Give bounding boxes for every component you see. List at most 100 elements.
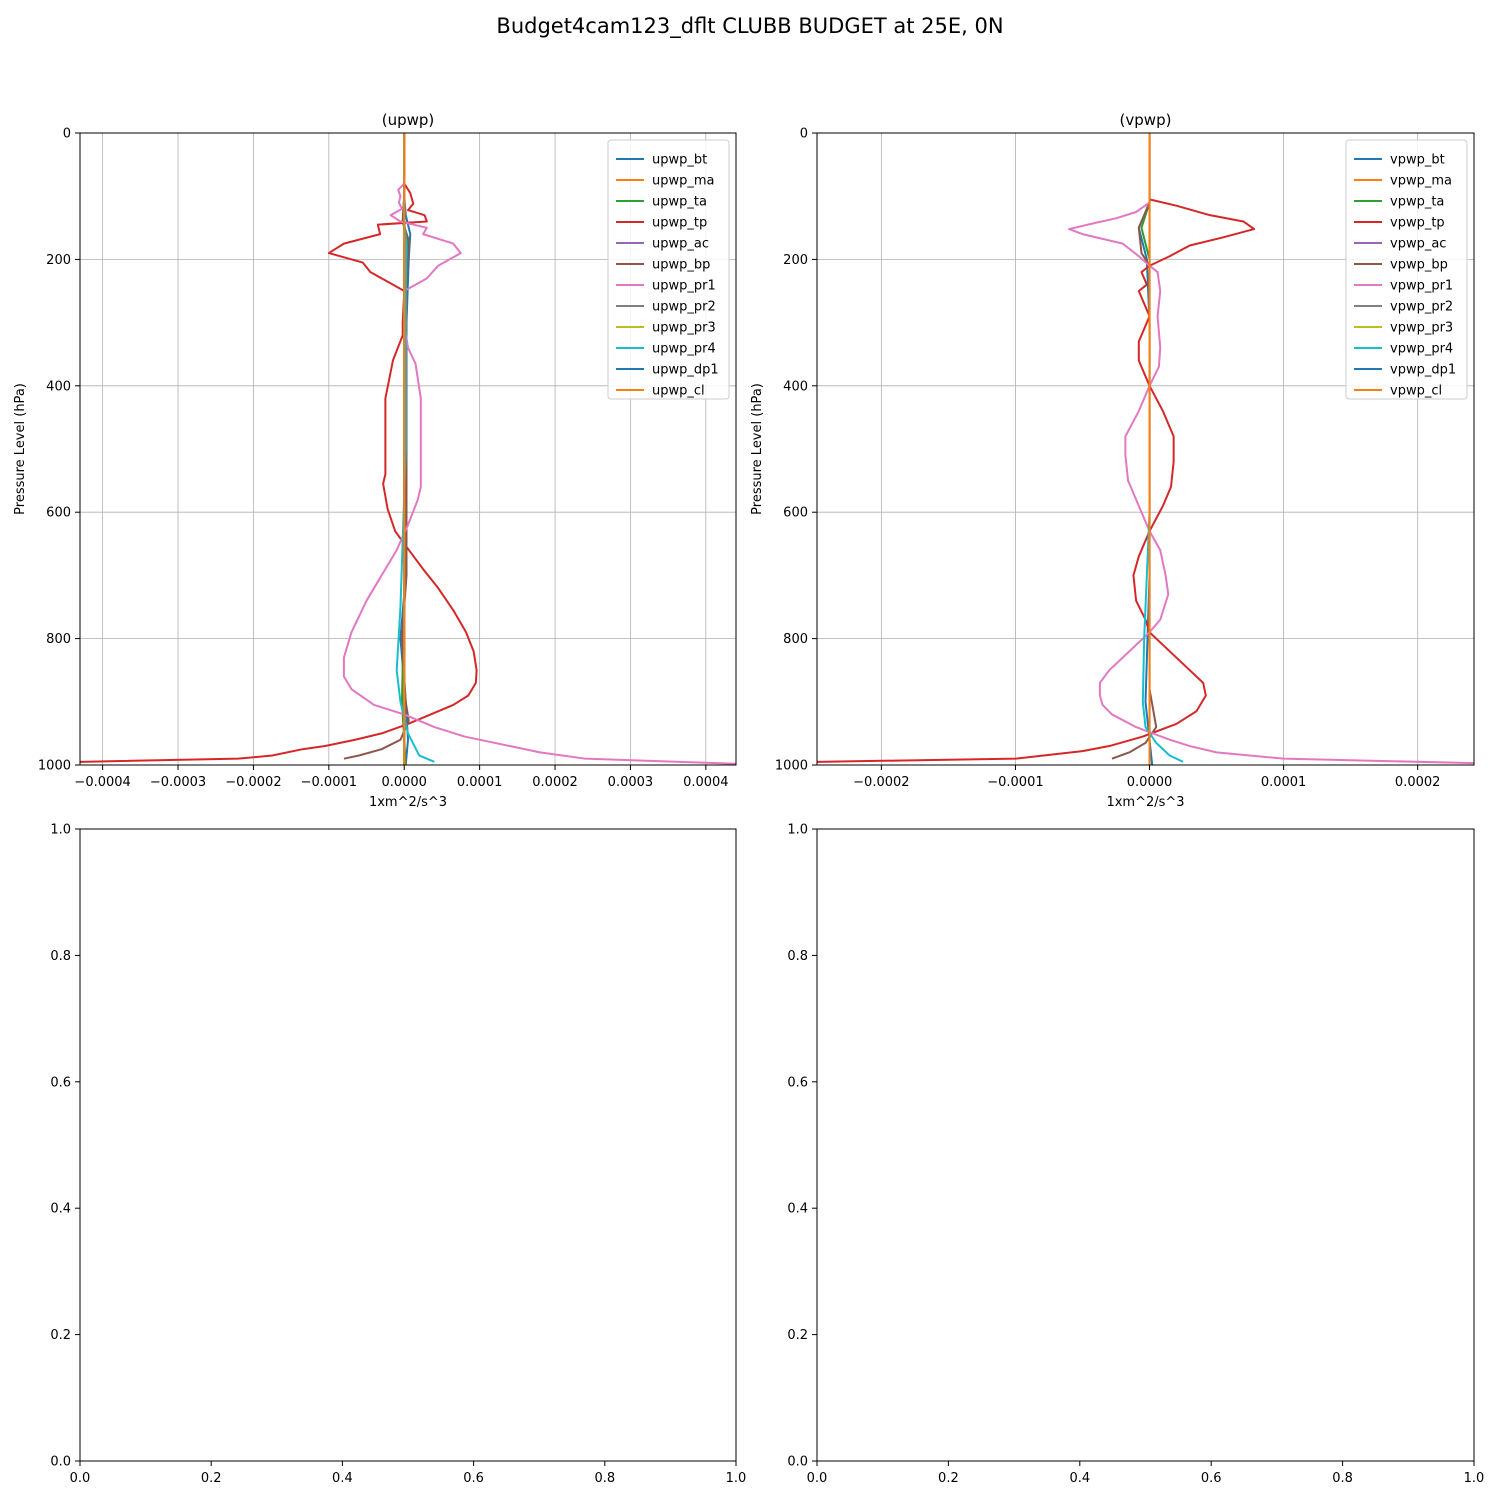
legend-entry: vpwp_pr4: [1390, 342, 1453, 357]
x-tick-label: 0.4: [332, 1471, 353, 1486]
series-line-vpwp_tp: [817, 133, 1256, 763]
y-tick-label: 0.0: [787, 1455, 808, 1470]
x-tick-label: 0.0002: [532, 775, 578, 790]
subplot-2: −0.0002 −0.0001 0.0000 0.0001 0.0002 0 200 400 6…: [750, 111, 1475, 810]
legend-entry: vpwp_pr2: [1390, 300, 1453, 315]
y-tick-label: 0.2: [50, 1328, 71, 1343]
legend-entry: vpwp_pr3: [1390, 321, 1453, 336]
y-tick-label: 800: [783, 632, 808, 647]
x-tick-label: −0.0002: [225, 775, 281, 790]
y-tick-label: 1000: [775, 759, 808, 774]
legend-entry: upwp_dp1: [652, 363, 719, 378]
y-tick-label: 0.8: [50, 949, 71, 964]
y-tick-label: 0.2: [787, 1328, 808, 1343]
subplot-title: (vpwp): [1120, 111, 1172, 129]
y-tick-label: 1.0: [787, 823, 808, 838]
x-tick-label: −0.0001: [301, 775, 357, 790]
y-tick-label: 200: [783, 253, 808, 268]
legend-entry: upwp_bt: [652, 153, 707, 168]
subplot-4: 0.0 0.2 0.4 0.6 0.8 1.0 0.0 0.2 0.4 0.6 0.8 1.0: [787, 823, 1484, 1487]
axes-frame: [816, 132, 1475, 766]
legend-entry: upwp_ma: [652, 174, 715, 189]
legend-entry: vpwp_ac: [1390, 237, 1446, 252]
legend-entry: upwp_pr4: [652, 342, 716, 357]
y-tick-label: 1.0: [50, 823, 71, 838]
x-tick-label: 0.6: [1201, 1471, 1222, 1486]
legend-entry: vpwp_bp: [1390, 258, 1448, 273]
x-tick-label: 0.0000: [381, 775, 427, 790]
subplot-3: 0.0 0.2 0.4 0.6 0.8 1.0 0.0 0.2 0.4 0.6 0.8 1.0: [50, 823, 746, 1487]
x-axis-label: 1xm^2/s^3: [369, 795, 447, 810]
x-tick-label: 0.2: [201, 1471, 222, 1486]
y-tick-label: 400: [783, 379, 808, 394]
legend-entry: vpwp_tp: [1390, 216, 1445, 231]
y-tick-label: 0.4: [787, 1202, 808, 1217]
legend-entry: vpwp_pr1: [1390, 279, 1453, 294]
legend-entry: upwp_cl: [652, 384, 705, 399]
y-tick-label: 400: [46, 379, 71, 394]
x-tick-label: −0.0004: [74, 775, 130, 790]
legend-entry: upwp_tp: [652, 216, 707, 231]
legend-entry: upwp_pr1: [652, 279, 716, 294]
figure-title: Budget4cam123_dflt CLUBB BUDGET at 25E, …: [496, 14, 1004, 38]
x-tick-label: −0.0003: [150, 775, 206, 790]
y-tick-label: 0.6: [787, 1075, 808, 1090]
x-tick-label: 1.0: [1464, 1471, 1485, 1486]
x-tick-label: 0.0000: [1127, 775, 1173, 790]
x-tick-label: 0.0001: [457, 775, 503, 790]
subplot-1: −0.0004 −0.0003 −0.0002 −0.0001 0.0000 0.0001…: [13, 111, 737, 810]
x-tick-label: 0.0001: [1261, 775, 1307, 790]
axes-frame: [79, 828, 737, 1462]
x-tick-label: −0.0001: [987, 775, 1043, 790]
x-tick-label: 0.0004: [683, 775, 729, 790]
series-line-upwp_bp: [343, 133, 410, 760]
legend-entry: vpwp_bt: [1390, 153, 1445, 168]
y-tick-label: 0: [800, 127, 808, 142]
y-tick-label: 0.8: [787, 949, 808, 964]
x-tick-label: 0.0003: [608, 775, 654, 790]
legend-entry: vpwp_ma: [1390, 174, 1452, 189]
x-tick-label: 0.6: [463, 1471, 484, 1486]
legend-entry: vpwp_dp1: [1390, 363, 1456, 378]
series-line-upwp_pr4: [395, 133, 435, 763]
legend-entry: upwp_ac: [652, 237, 709, 252]
legend-entry: vpwp_ta: [1390, 195, 1444, 210]
legend-entry: upwp_bp: [652, 258, 710, 273]
y-tick-label: 0.4: [50, 1202, 71, 1217]
series-line-vpwp_pr1: [1068, 133, 1474, 765]
subplot-title: (upwp): [382, 111, 435, 129]
axes-frame: [79, 132, 737, 766]
y-tick-label: 600: [46, 506, 71, 521]
series-group: [80, 133, 736, 765]
y-axis-label: Pressure Level (hPa): [750, 383, 765, 515]
y-tick-label: 1000: [38, 759, 71, 774]
y-tick-label: 200: [46, 253, 71, 268]
x-tick-label: 0.4: [1069, 1471, 1090, 1486]
legend: upwp_bt upwp_ma upwp_ta upwp_tp upwp_ac upwp_…: [607, 139, 730, 400]
y-tick-label: 0.0: [50, 1455, 71, 1470]
y-tick-label: 600: [783, 506, 808, 521]
legend-entry: vpwp_cl: [1390, 384, 1442, 399]
legend-entry: upwp_ta: [652, 195, 707, 210]
x-tick-label: −0.0002: [853, 775, 909, 790]
x-tick-label: 0.0002: [1395, 775, 1441, 790]
y-tick-label: 800: [46, 632, 71, 647]
y-tick-label: 0: [63, 127, 71, 142]
series-group: [817, 133, 1474, 765]
x-tick-label: 0.8: [1332, 1471, 1353, 1486]
legend-frame: [607, 139, 730, 400]
x-tick-label: 0.2: [938, 1471, 959, 1486]
x-tick-label: 1.0: [726, 1471, 747, 1486]
legend-entry: upwp_pr2: [652, 300, 716, 315]
x-tick-label: 0.0: [70, 1471, 91, 1486]
x-axis-label: 1xm^2/s^3: [1106, 795, 1184, 810]
legend: vpwp_bt vpwp_ma vpwp_ta vpwp_tp vpwp_ac vpwp_…: [1345, 139, 1468, 400]
series-line-upwp_tp: [80, 133, 478, 763]
x-tick-label: 0.0: [807, 1471, 828, 1486]
x-tick-label: 0.8: [594, 1471, 615, 1486]
y-axis-label: Pressure Level (hPa): [13, 383, 28, 515]
legend-frame: [1345, 139, 1468, 400]
axes-frame: [816, 828, 1475, 1462]
y-tick-label: 0.6: [50, 1075, 71, 1090]
